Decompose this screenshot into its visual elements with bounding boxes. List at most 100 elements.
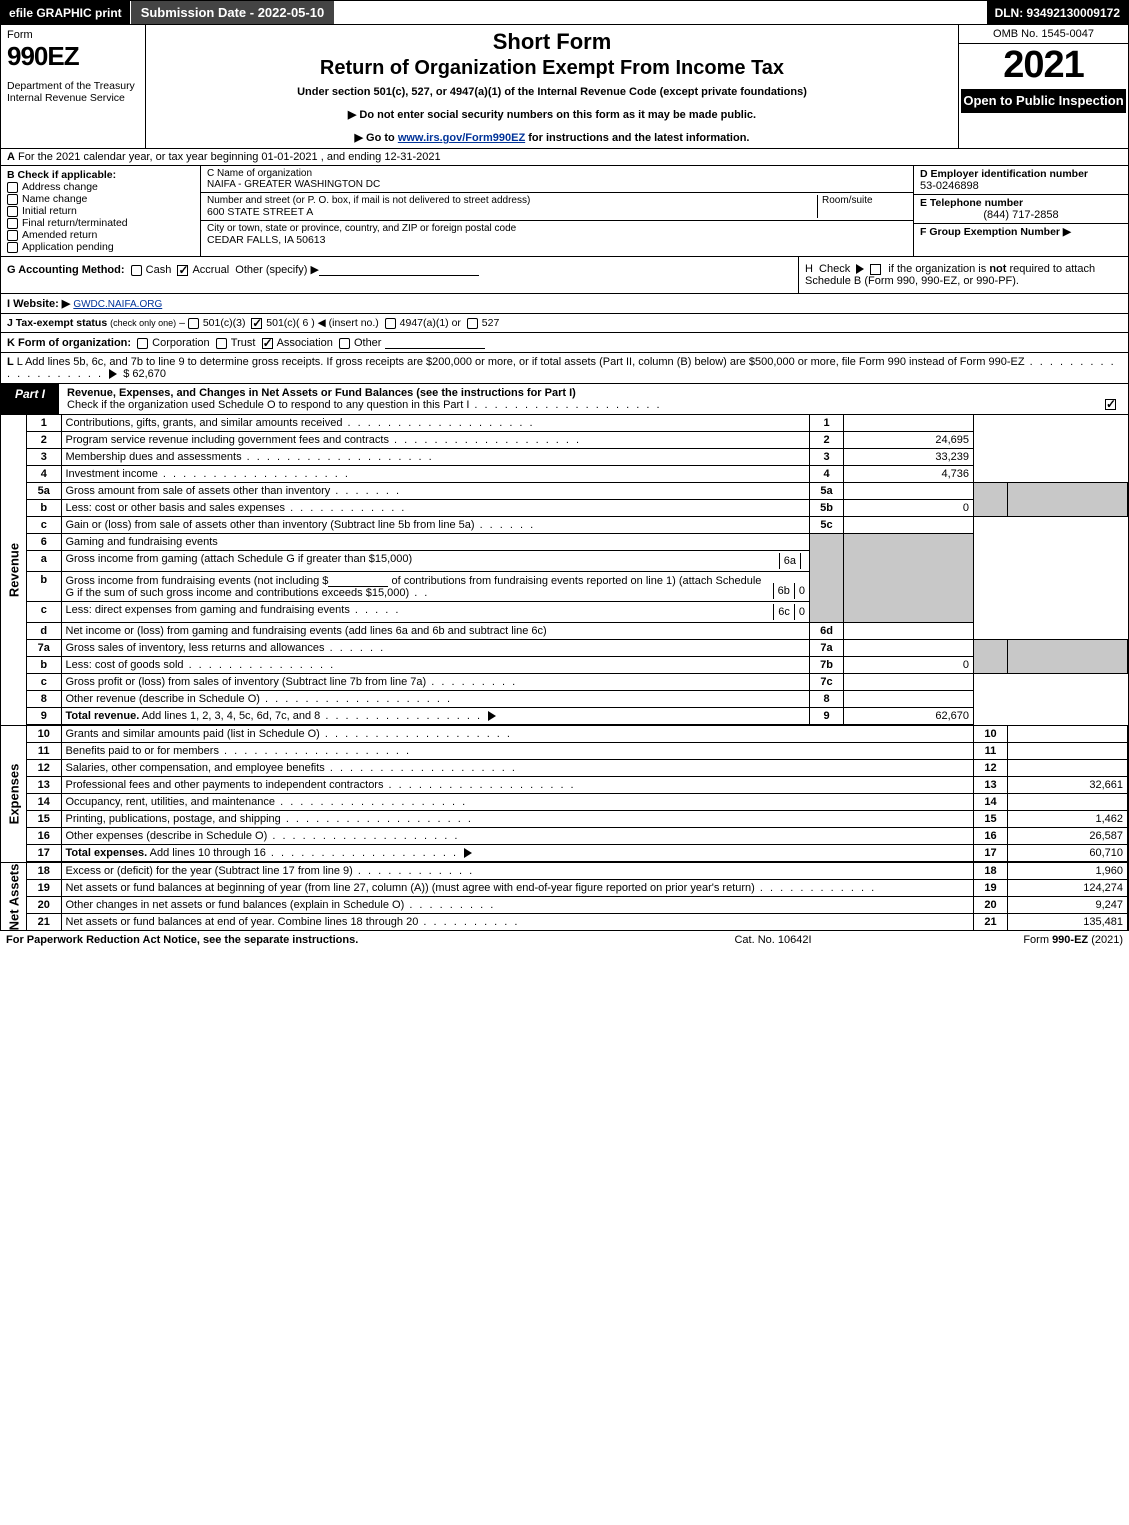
checkbox-accrual[interactable] <box>177 265 188 276</box>
addr-value: 600 STATE STREET A <box>207 206 817 218</box>
line-h: H Check if the organization is not requi… <box>798 257 1128 293</box>
net-assets-section: Net Assets 18Excess or (deficit) for the… <box>1 863 1128 930</box>
form-container: Form 990EZ Department of the Treasury In… <box>0 25 1129 931</box>
line-12: 12Salaries, other compensation, and empl… <box>27 760 1128 777</box>
line-6d: dNet income or (loss) from gaming and fu… <box>27 623 1128 640</box>
checkbox-527[interactable] <box>467 318 478 329</box>
paperwork-notice: For Paperwork Reduction Act Notice, see … <box>6 934 643 946</box>
line-3: 3Membership dues and assessments . . . .… <box>27 449 1128 466</box>
line-1: 1Contributions, gifts, grants, and simil… <box>27 415 1128 432</box>
submission-date: Submission Date - 2022-05-10 <box>130 1 335 24</box>
website-link[interactable]: GWDC.NAIFA.ORG <box>73 299 162 310</box>
line-e-label: E Telephone number <box>920 197 1122 209</box>
expenses-section: Expenses 10Grants and similar amounts pa… <box>1 726 1128 863</box>
form-number: 990EZ <box>7 41 139 72</box>
form-id-block: Form 990EZ Department of the Treasury In… <box>1 25 146 148</box>
city-value: CEDAR FALLS, IA 50613 <box>207 234 907 246</box>
line-5b: bLess: cost or other basis and sales exp… <box>27 500 1128 517</box>
line-d-label: D Employer identification number <box>920 168 1122 180</box>
checkbox-corporation[interactable] <box>137 338 148 349</box>
line-21: 21Net assets or fund balances at end of … <box>27 914 1128 931</box>
department: Department of the Treasury Internal Reve… <box>7 80 139 104</box>
label-final-return: Final return/terminated <box>22 217 128 229</box>
dln: DLN: 93492130009172 <box>987 1 1128 24</box>
checkbox-4947a1[interactable] <box>385 318 396 329</box>
arrow-icon <box>856 264 864 274</box>
part1-sub: Check if the organization used Schedule … <box>67 399 469 411</box>
expenses-label: Expenses <box>6 764 21 825</box>
line-5c: cGain or (loss) from sale of assets othe… <box>27 517 1128 534</box>
fundraising-contrib-input[interactable] <box>328 574 388 587</box>
line-h-text: H Check if the organization is not requi… <box>805 263 1095 287</box>
goto-link-line: ▶ Go to www.irs.gov/Form990EZ for instru… <box>152 131 952 144</box>
other-org-input[interactable] <box>385 336 485 349</box>
city-label: City or town, state or province, country… <box>207 223 907 234</box>
arrow-icon <box>488 711 496 721</box>
checkbox-amended-return[interactable] <box>7 230 18 241</box>
net-assets-table: 18Excess or (deficit) for the year (Subt… <box>27 863 1128 930</box>
irs-link[interactable]: www.irs.gov/Form990EZ <box>398 132 525 144</box>
line-i-label: I Website: ▶ <box>7 298 70 310</box>
revenue-section: Revenue 1Contributions, gifts, grants, a… <box>1 415 1128 726</box>
line-19: 19Net assets or fund balances at beginni… <box>27 880 1128 897</box>
checkbox-association[interactable] <box>262 338 273 349</box>
revenue-label: Revenue <box>6 543 21 597</box>
line-8: 8Other revenue (describe in Schedule O) … <box>27 691 1128 708</box>
checkbox-address-change[interactable] <box>7 182 18 193</box>
line-14: 14Occupancy, rent, utilities, and mainte… <box>27 794 1128 811</box>
label-other-org: Other <box>354 337 382 349</box>
line-a-label: A <box>7 151 15 163</box>
label-cash: Cash <box>146 264 172 276</box>
checkbox-cash[interactable] <box>131 265 142 276</box>
arrow-icon <box>109 369 117 379</box>
page-footer: For Paperwork Reduction Act Notice, see … <box>0 931 1129 949</box>
lines-d-e-f: D Employer identification number 53-0246… <box>913 166 1128 256</box>
subtitle: Under section 501(c), 527, or 4947(a)(1)… <box>152 86 952 98</box>
line-4: 4Investment income . . . . . . . . . . .… <box>27 466 1128 483</box>
header-right: OMB No. 1545-0047 2021 Open to Public In… <box>958 25 1128 148</box>
label-trust: Trust <box>231 337 256 349</box>
dots: . . . . . . . . . . . . . . . . . . . <box>469 399 661 411</box>
label-initial-return: Initial return <box>22 205 77 217</box>
line-5a: 5aGross amount from sale of assets other… <box>27 483 1128 500</box>
line-13: 13Professional fees and other payments t… <box>27 777 1128 794</box>
checkbox-final-return[interactable] <box>7 218 18 229</box>
line-l: L L Add lines 5b, 6c, and 7b to line 9 t… <box>1 353 1128 384</box>
line-c: C Name of organization NAIFA - GREATER W… <box>201 166 913 256</box>
line-20: 20Other changes in net assets or fund ba… <box>27 897 1128 914</box>
net-assets-label: Net Assets <box>6 863 21 930</box>
checkbox-application-pending[interactable] <box>7 242 18 253</box>
line-b: B Check if applicable: Address change Na… <box>1 166 201 256</box>
part1-title: Revenue, Expenses, and Changes in Net As… <box>67 387 576 399</box>
form-header: Form 990EZ Department of the Treasury In… <box>1 25 1128 149</box>
checkbox-trust[interactable] <box>216 338 227 349</box>
return-title: Return of Organization Exempt From Incom… <box>152 57 952 80</box>
line-18: 18Excess or (deficit) for the year (Subt… <box>27 863 1128 880</box>
ssn-warning: ▶ Do not enter social security numbers o… <box>152 108 952 121</box>
checkbox-schedule-b[interactable] <box>870 264 881 275</box>
checkbox-name-change[interactable] <box>7 194 18 205</box>
line-i: I Website: ▶ GWDC.NAIFA.ORG <box>1 294 1128 314</box>
line-l-amount: 62,670 <box>132 368 166 380</box>
phone-value: (844) 717-2858 <box>920 209 1122 221</box>
line-j: J Tax-exempt status (check only one) – 5… <box>1 314 1128 333</box>
checkbox-501c3[interactable] <box>188 318 199 329</box>
efile-graphic-print[interactable]: efile GRAPHIC print <box>1 1 130 24</box>
checkbox-initial-return[interactable] <box>7 206 18 217</box>
ein-value: 53-0246898 <box>920 180 1122 192</box>
goto-suffix: for instructions and the latest informat… <box>525 132 749 144</box>
line-7c: cGross profit or (loss) from sales of in… <box>27 674 1128 691</box>
checkbox-501c[interactable] <box>251 318 262 329</box>
checkbox-schedule-o[interactable] <box>1105 399 1116 410</box>
label-association: Association <box>277 337 333 349</box>
other-specify-input[interactable] <box>319 263 479 276</box>
line-15: 15Printing, publications, postage, and s… <box>27 811 1128 828</box>
room-suite-label: Room/suite <box>817 195 907 218</box>
lines-g-h: G Accounting Method: Cash Accrual Other … <box>1 257 1128 294</box>
line-a: A For the 2021 calendar year, or tax yea… <box>1 149 1128 166</box>
line-g-label: G Accounting Method: <box>7 264 125 276</box>
line-b-title: B Check if applicable: <box>7 169 194 181</box>
checkbox-other-org[interactable] <box>339 338 350 349</box>
efile-top-bar: efile GRAPHIC print Submission Date - 20… <box>0 0 1129 25</box>
line-f-label: F Group Exemption Number ▶ <box>920 226 1071 238</box>
